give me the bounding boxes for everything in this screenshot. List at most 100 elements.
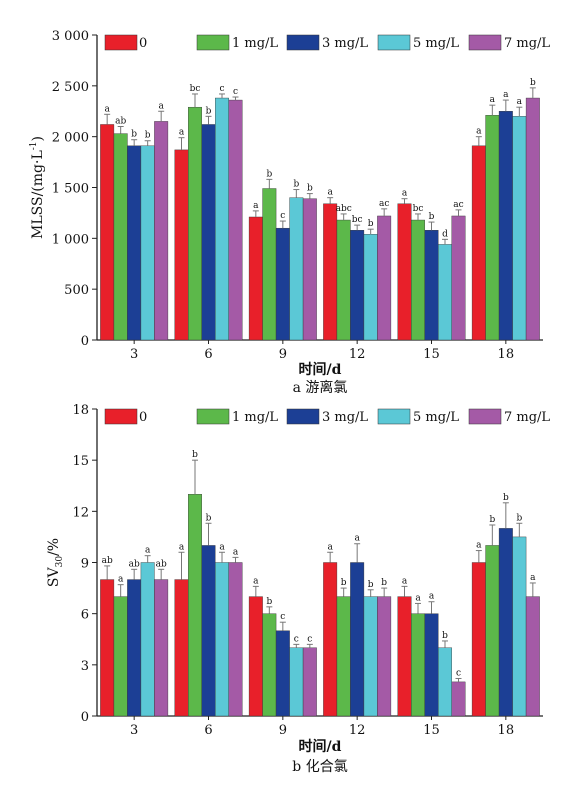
bar — [525, 97, 540, 341]
significance-label: b — [266, 597, 272, 607]
bar — [262, 613, 277, 717]
significance-label: a — [415, 593, 421, 603]
significance-label: c — [280, 211, 285, 221]
significance-label: d — [442, 229, 448, 239]
significance-label: c — [456, 668, 461, 678]
x-tick-label: 9 — [279, 723, 287, 738]
bar — [424, 613, 439, 717]
legend-label: 3 mg/L — [322, 36, 368, 51]
y-tick-label: 1 000 — [52, 232, 89, 247]
legend-label: 0 — [139, 410, 147, 425]
significance-label: a — [517, 97, 523, 107]
panel-caption: a 游离氯 — [293, 379, 348, 396]
panel-caption: b 化合氯 — [292, 759, 347, 775]
significance-label: a — [179, 128, 185, 138]
legend-label: 5 mg/L — [413, 410, 459, 425]
x-tick-label: 18 — [498, 347, 515, 362]
bar — [302, 647, 317, 717]
y-axis-title: MLSS/(mg·L-1) — [29, 136, 46, 239]
bar — [336, 596, 351, 717]
bar — [113, 133, 128, 341]
bar — [350, 562, 365, 717]
significance-label: b — [503, 493, 509, 503]
legend-swatch — [468, 34, 502, 51]
significance-label: c — [307, 634, 312, 644]
x-tick-label: 9 — [279, 347, 287, 362]
y-tick-label: 15 — [72, 454, 89, 469]
bar — [262, 188, 277, 341]
bar — [363, 234, 378, 341]
bar — [485, 545, 500, 717]
legend-swatch — [196, 34, 230, 51]
legend-label: 3 mg/L — [322, 410, 368, 425]
significance-label: b — [368, 219, 374, 229]
significance-label: c — [233, 87, 238, 97]
bar — [188, 494, 202, 717]
x-tick-label: 15 — [423, 723, 440, 738]
legend-swatch — [377, 408, 411, 425]
legend-swatch — [286, 34, 320, 51]
significance-label: a — [253, 576, 259, 586]
significance-label: b — [293, 180, 299, 190]
bar — [100, 124, 115, 341]
bar — [248, 216, 263, 341]
bar — [336, 219, 351, 341]
significance-label: a — [118, 575, 124, 585]
significance-label: c — [219, 84, 224, 94]
significance-label: b — [307, 184, 313, 194]
bar — [451, 215, 466, 341]
bar — [154, 121, 169, 341]
legend-swatch — [104, 34, 138, 51]
significance-label: a — [402, 189, 408, 199]
x-tick-label: 12 — [349, 723, 366, 738]
significance-label: b — [192, 450, 198, 460]
significance-label: a — [233, 547, 239, 557]
x-tick-label: 15 — [423, 347, 440, 362]
bar — [127, 579, 142, 717]
bar — [188, 106, 202, 341]
y-tick-label: 0 — [81, 710, 89, 725]
bar — [411, 219, 425, 341]
bar — [525, 596, 540, 717]
legend-label: 0 — [139, 36, 147, 51]
y-tick-label: 6 — [81, 608, 89, 623]
significance-label: ab — [102, 556, 113, 566]
legend-swatch — [196, 408, 230, 425]
x-axis-title: 时间/d — [299, 738, 342, 755]
bar — [201, 545, 216, 717]
bar — [127, 145, 142, 341]
bar — [289, 647, 304, 717]
legend-label: 5 mg/L — [413, 36, 459, 51]
bar — [154, 579, 169, 717]
bar — [275, 227, 290, 341]
significance-label: a — [327, 542, 333, 552]
y-tick-label: 3 — [81, 659, 89, 674]
bar — [451, 681, 466, 717]
legend-swatch — [377, 34, 411, 51]
significance-label: a — [104, 104, 110, 114]
significance-label: bc — [413, 204, 424, 214]
significance-label: a — [429, 592, 435, 602]
significance-label: a — [476, 541, 482, 551]
y-tick-label: 2 500 — [52, 80, 89, 95]
significance-label: a — [158, 101, 164, 111]
significance-label: a — [476, 127, 482, 137]
legend-label: 7 mg/L — [504, 36, 550, 51]
x-tick-label: 12 — [349, 347, 366, 362]
bar — [471, 562, 486, 717]
significance-label: a — [145, 546, 151, 556]
significance-label: a — [354, 534, 360, 544]
bar — [498, 528, 513, 717]
legend-label: 7 mg/L — [504, 410, 550, 425]
y-tick-label: 0 — [81, 334, 89, 349]
bar — [174, 579, 189, 717]
significance-label: b — [442, 631, 448, 641]
significance-label: a — [402, 576, 408, 586]
significance-label: b — [381, 578, 387, 588]
bar — [438, 647, 452, 717]
bar — [275, 630, 290, 717]
legend-swatch — [468, 408, 502, 425]
significance-label: ab — [129, 559, 140, 569]
